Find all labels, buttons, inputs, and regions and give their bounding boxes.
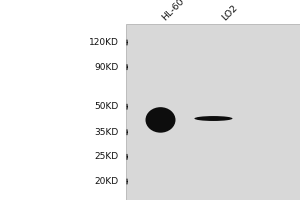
Text: 50KD: 50KD bbox=[94, 102, 118, 111]
Text: HL-60: HL-60 bbox=[160, 0, 186, 22]
Text: 35KD: 35KD bbox=[94, 128, 118, 137]
Ellipse shape bbox=[194, 116, 232, 121]
Text: 90KD: 90KD bbox=[94, 63, 118, 72]
Text: 20KD: 20KD bbox=[94, 177, 118, 186]
Text: 120KD: 120KD bbox=[88, 38, 119, 47]
Bar bbox=[126, 24, 300, 200]
Text: 25KD: 25KD bbox=[94, 152, 118, 161]
Ellipse shape bbox=[146, 107, 176, 133]
Text: LO2: LO2 bbox=[220, 3, 239, 22]
